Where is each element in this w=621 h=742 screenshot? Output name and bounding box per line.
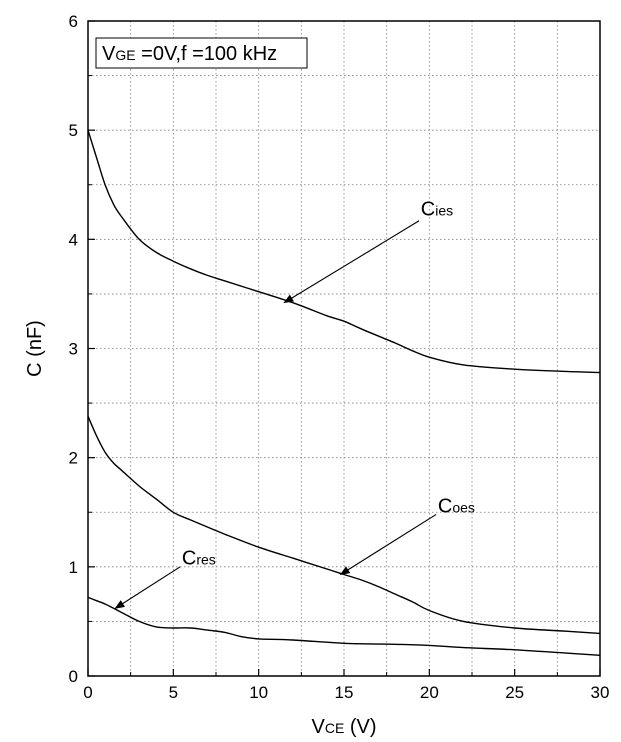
tick-labels: 0 5 10 15 20 25 30 0 1 2 3 4 5 6: [69, 12, 610, 702]
y-tick-label: 2: [69, 449, 78, 468]
y-tick-label: 5: [69, 121, 78, 140]
annotation-label-main: C: [438, 495, 452, 517]
series-line-1: [87, 415, 601, 635]
condition-sub: GE: [115, 47, 135, 63]
x-tick-label: 15: [335, 683, 354, 702]
condition-box: VGE =0V,f =100 kHz: [95, 37, 308, 69]
y-tick-label: 3: [69, 340, 78, 359]
annotation-label-sub: ies: [435, 202, 453, 218]
ticks: [87, 20, 601, 677]
x-tick-label: 25: [505, 683, 524, 702]
condition-box-frame: [95, 37, 308, 69]
series-line-0: [87, 129, 601, 374]
y-axis-label: C (nF): [24, 320, 46, 377]
condition-text: VGE =0V,f =100 kHz: [102, 43, 277, 65]
x-tick-label: 20: [420, 683, 439, 702]
annotation-label-sub: res: [196, 552, 215, 568]
x-tick-label: 5: [169, 683, 178, 702]
annotation-label-main: C: [421, 198, 435, 220]
x-tick-label: 30: [591, 683, 610, 702]
annotation-label-main: C: [182, 548, 196, 570]
curves: [87, 129, 601, 656]
condition-rest: =0V,f =100 kHz: [136, 43, 278, 65]
annotation-label-sub: oes: [452, 499, 475, 515]
x-axis-label-main: V: [311, 716, 325, 738]
y-tick-label: 6: [69, 12, 78, 31]
x-axis-label: VCE (V): [311, 716, 376, 738]
x-tick-label: 10: [249, 683, 268, 702]
condition-v: V: [102, 43, 116, 65]
annotation-label: Cies: [421, 198, 453, 220]
annotation-label: Cres: [182, 548, 216, 570]
y-tick-label: 4: [69, 230, 78, 249]
y-tick-label: 1: [69, 558, 78, 577]
y-tick-label: 0: [69, 667, 78, 686]
x-tick-label: 0: [83, 683, 92, 702]
x-axis-label-sub: CE: [325, 720, 344, 736]
annotation-arrow: [283, 220, 420, 304]
annotation-arrow: [114, 566, 181, 609]
grid: [88, 21, 600, 676]
x-axis-label-rest: (V): [344, 716, 376, 738]
annotation-label: Coes: [438, 495, 475, 517]
series-line-2: [87, 596, 601, 656]
annotation-arrow: [339, 513, 437, 576]
